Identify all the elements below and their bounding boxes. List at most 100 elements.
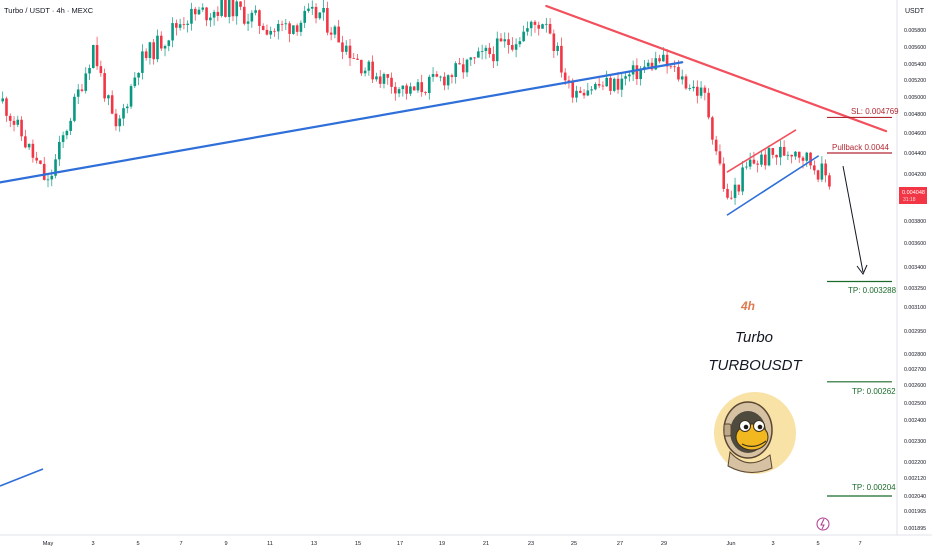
lightning-icon[interactable] — [816, 517, 830, 531]
time-tick: 15 — [355, 541, 361, 547]
symbol-annotation: TURBOUSDT — [708, 357, 803, 374]
candle — [288, 21, 291, 43]
candle — [159, 31, 163, 51]
candle — [503, 32, 507, 48]
candle — [152, 39, 155, 65]
candle — [61, 131, 65, 149]
candle — [658, 54, 661, 64]
candle — [492, 46, 495, 69]
candle — [605, 70, 608, 87]
time-tick: 27 — [617, 541, 623, 547]
candle — [31, 139, 35, 163]
candle — [190, 2, 193, 31]
candle — [375, 72, 378, 82]
price-tick: 0.003400 — [904, 265, 926, 271]
candle — [461, 57, 465, 79]
trend-line-long-term-support[interactable] — [0, 61, 684, 184]
candle — [824, 159, 827, 183]
candle — [156, 29, 159, 63]
candle — [197, 6, 201, 15]
candle — [522, 25, 525, 42]
time-tick: 5 — [816, 541, 819, 547]
candle — [582, 89, 586, 99]
candle — [465, 58, 469, 77]
candle — [65, 129, 69, 140]
candle — [775, 154, 778, 165]
candle — [386, 74, 390, 85]
trend-line-fragment[interactable] — [0, 468, 44, 487]
price-tick: 0.004600 — [904, 131, 926, 137]
price-tick: 0.002800 — [904, 352, 926, 358]
timeframe-annotation: 4h — [740, 299, 755, 313]
candles-layer — [1, 0, 831, 205]
candle — [488, 43, 491, 58]
time-tick: 11 — [267, 541, 273, 547]
candle — [231, 0, 235, 22]
candle — [299, 20, 303, 37]
candle — [397, 87, 401, 98]
time-tick: 23 — [528, 541, 534, 547]
candle — [24, 129, 27, 149]
candle — [499, 33, 503, 43]
time-tick: 9 — [224, 541, 227, 547]
candle — [431, 67, 435, 82]
candle — [363, 67, 367, 77]
candle — [507, 32, 510, 54]
candle — [295, 23, 299, 36]
candle — [307, 3, 310, 13]
candle — [601, 81, 605, 91]
candle — [673, 60, 676, 72]
candle — [412, 85, 416, 91]
candle — [790, 154, 793, 164]
candle — [409, 82, 412, 97]
candle — [209, 13, 212, 27]
candle — [167, 39, 171, 52]
candle — [246, 13, 250, 31]
candle — [586, 82, 590, 97]
candle — [424, 91, 427, 96]
time-tick: 19 — [439, 541, 445, 547]
candle — [269, 26, 273, 39]
candle — [578, 86, 582, 94]
candle — [303, 5, 306, 28]
candle — [594, 82, 597, 91]
candle — [612, 77, 616, 93]
candle — [141, 44, 144, 80]
time-tick: 3 — [91, 541, 94, 547]
time-axis[interactable]: May 3 5 7 9 11 13 15 17 19 21 23 25 27 29 Jun 3 5 7 — [43, 541, 862, 547]
candle — [714, 135, 718, 156]
candle — [250, 10, 254, 28]
candle — [88, 64, 91, 80]
candle — [261, 23, 265, 31]
price-tick: 0.002040 — [904, 494, 926, 500]
time-tick: Jun — [726, 541, 735, 547]
price-tick: 0.001895 — [904, 526, 926, 532]
candle — [813, 160, 816, 175]
candle — [590, 86, 593, 95]
candle — [5, 96, 8, 122]
trend-line-wedge-lower[interactable] — [726, 155, 819, 216]
trend-line-descending-resistance[interactable] — [545, 4, 888, 133]
candle — [624, 72, 627, 86]
candle-countdown: 31:18 — [903, 197, 916, 203]
tp1-label: TP: 0.003288 — [848, 286, 897, 295]
candle — [227, 0, 231, 24]
candle — [548, 18, 552, 35]
candle — [182, 17, 186, 30]
candle — [356, 53, 359, 60]
candle — [110, 90, 114, 115]
trend-line-wedge-upper[interactable] — [726, 129, 797, 173]
candle — [703, 85, 707, 101]
price-tick: 0.002600 — [904, 383, 926, 389]
price-tick: 0.003100 — [904, 305, 926, 311]
chart-title: Turbo / USDT · 4h · MEXC — [4, 6, 94, 15]
candle — [163, 44, 167, 57]
candle — [8, 113, 12, 128]
current-price-tag: 0.004048 31:18 — [899, 187, 927, 204]
candle — [333, 24, 337, 39]
candle — [533, 19, 537, 33]
candle — [828, 172, 831, 190]
candle — [726, 183, 729, 200]
candle — [401, 85, 405, 97]
